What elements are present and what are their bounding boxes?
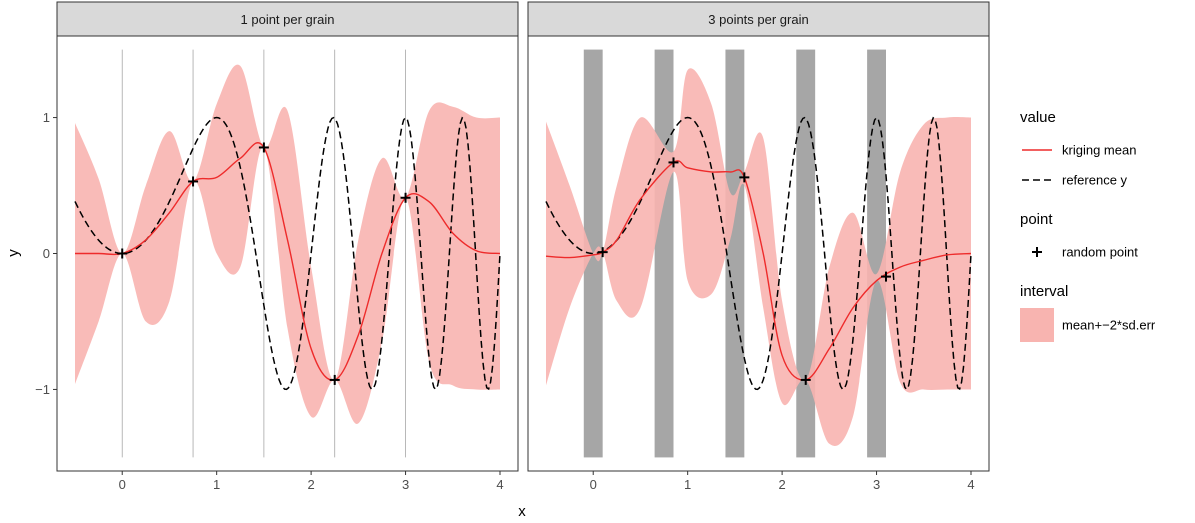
x-tick-label: 4 <box>967 477 974 492</box>
x-tick-label: 1 <box>213 477 220 492</box>
strip-1-title: 1 point per grain <box>241 12 335 27</box>
y-axis-title: y <box>5 249 22 257</box>
legend-label: random point <box>1062 245 1138 260</box>
x-tick-label: 3 <box>873 477 880 492</box>
grain-band-2 <box>654 49 674 458</box>
random-point-5 <box>881 271 891 282</box>
grain-band-3 <box>725 49 745 458</box>
x-tick-label: 0 <box>119 477 126 492</box>
kriging-mean-line <box>74 142 501 381</box>
random-point-4 <box>329 374 340 385</box>
interval-band <box>546 68 971 446</box>
random-point-4 <box>800 374 811 385</box>
legend-key-fill <box>1020 308 1054 342</box>
random-point-1 <box>117 248 128 259</box>
strip-1 <box>56 1 519 37</box>
panel-1-marks: 0 1 2 3 4 −1 0 1 <box>35 49 504 492</box>
legend-label: kriging mean <box>1062 143 1136 158</box>
legend: value kriging mean reference y point random … <box>1020 109 1156 342</box>
random-point-2 <box>188 176 199 187</box>
grain-band-5 <box>867 49 886 458</box>
random-point-1 <box>597 247 608 258</box>
kriging-mean-line <box>545 160 972 381</box>
x-tick-label: 2 <box>778 477 785 492</box>
random-point-2 <box>668 157 679 168</box>
y-tick-label: 1 <box>43 110 50 125</box>
x-tick-label: 3 <box>402 477 409 492</box>
random-point-3 <box>258 142 269 153</box>
panel-2-marks: 0 1 2 3 4 <box>545 49 975 492</box>
y-tick-label: −1 <box>35 382 50 397</box>
strip-2-title: 3 points per grain <box>708 12 808 27</box>
panel-2: 3 points per grain 0 1 2 3 4 <box>527 1 990 492</box>
legend-title-value: value <box>1020 109 1056 126</box>
x-tick-label: 4 <box>496 477 503 492</box>
random-point-3 <box>739 172 750 183</box>
legend-label: reference y <box>1062 173 1128 188</box>
strip-2 <box>527 1 990 37</box>
x-axis-title: x <box>518 503 526 520</box>
legend-label: mean+−2*sd.err <box>1062 318 1156 333</box>
x-tick-label: 0 <box>590 477 597 492</box>
panel-1: 1 point per grain 0 1 2 3 4 −1 0 1 <box>35 1 519 492</box>
grain-band-4 <box>796 49 816 458</box>
legend-title-interval: interval <box>1020 283 1068 300</box>
y-tick-label: 0 <box>43 246 50 261</box>
x-tick-label: 1 <box>684 477 691 492</box>
random-point-5 <box>400 192 411 203</box>
x-tick-label: 2 <box>307 477 314 492</box>
legend-title-point: point <box>1020 211 1053 228</box>
interval-band <box>75 64 500 424</box>
